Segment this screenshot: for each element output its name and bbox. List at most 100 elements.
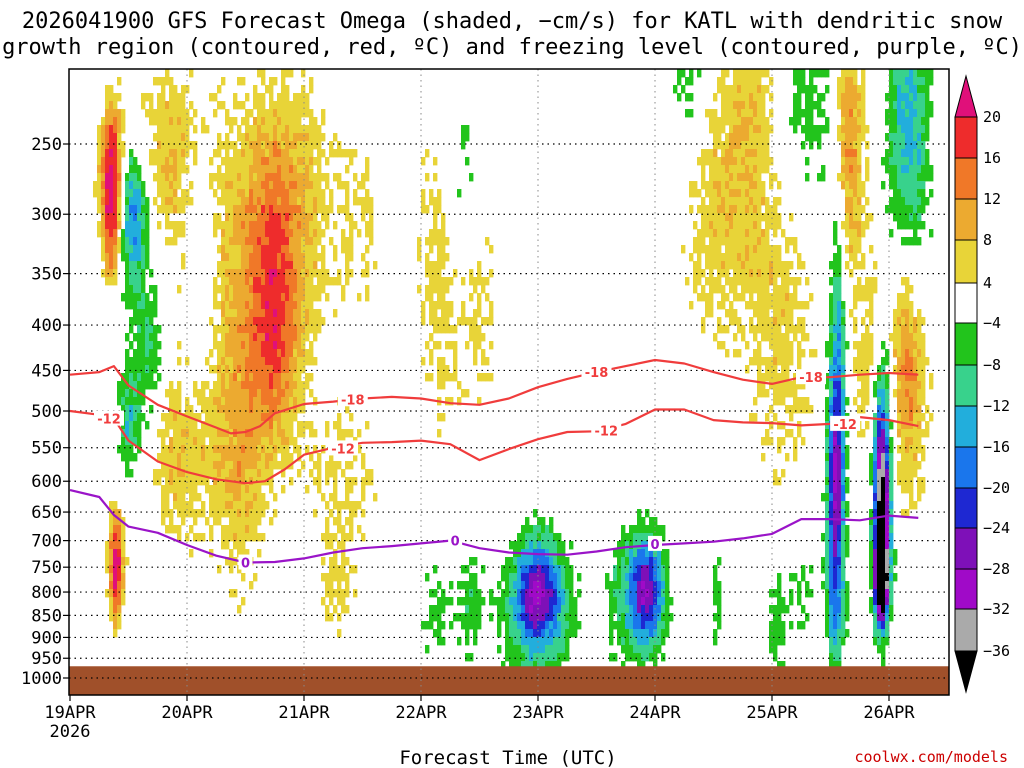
omega-cell xyxy=(853,157,858,166)
omega-cell xyxy=(645,621,650,630)
omega-cell xyxy=(885,637,890,646)
omega-cell xyxy=(525,581,530,590)
omega-cell xyxy=(341,181,346,190)
omega-cell xyxy=(285,461,290,470)
omega-cell xyxy=(845,589,850,598)
omega-cell xyxy=(285,325,290,334)
omega-cell xyxy=(193,509,198,518)
omega-cell xyxy=(213,389,218,398)
omega-cell xyxy=(217,413,222,422)
omega-cell xyxy=(241,165,246,174)
omega-cell xyxy=(781,605,786,614)
omega-cell xyxy=(129,245,134,254)
omega-cell xyxy=(301,301,306,310)
omega-cell xyxy=(201,501,206,510)
omega-cell xyxy=(253,253,258,262)
omega-cell xyxy=(649,525,654,534)
omega-cell xyxy=(289,389,294,398)
omega-cell xyxy=(221,261,226,270)
omega-cell xyxy=(721,285,726,294)
omega-cell xyxy=(233,533,238,542)
omega-cell xyxy=(881,453,886,462)
omega-cell xyxy=(229,437,234,446)
omega-cell xyxy=(321,261,326,270)
omega-cell xyxy=(237,445,242,454)
omega-cell xyxy=(109,605,114,614)
omega-cell xyxy=(225,381,230,390)
omega-cell xyxy=(905,357,910,366)
omega-cell xyxy=(865,397,870,406)
omega-cell xyxy=(489,317,494,326)
omega-cell xyxy=(265,325,270,334)
omega-cell xyxy=(305,221,310,230)
omega-cell xyxy=(345,477,350,486)
omega-cell xyxy=(189,181,194,190)
omega-cell xyxy=(285,109,290,118)
omega-cell xyxy=(745,149,750,158)
omega-cell xyxy=(637,605,642,614)
omega-cell xyxy=(129,157,134,166)
omega-cell xyxy=(301,69,306,78)
omega-cell xyxy=(149,357,154,366)
omega-cell xyxy=(641,565,646,574)
omega-cell xyxy=(105,133,110,142)
omega-cell xyxy=(649,645,654,654)
omega-cell xyxy=(537,645,542,654)
omega-cell xyxy=(869,517,874,526)
omega-cell xyxy=(241,413,246,422)
omega-cell xyxy=(465,653,470,662)
omega-cell xyxy=(841,397,846,406)
omega-cell xyxy=(749,293,754,302)
omega-cell xyxy=(825,397,830,406)
omega-cell xyxy=(217,197,222,206)
omega-cell xyxy=(265,413,270,422)
omega-cell xyxy=(781,421,786,430)
omega-cell xyxy=(305,357,310,366)
omega-cell xyxy=(629,613,634,622)
omega-cell xyxy=(445,325,450,334)
omega-cell xyxy=(633,645,638,654)
omega-cell xyxy=(273,461,278,470)
omega-cell xyxy=(241,541,246,550)
omega-cell xyxy=(293,317,298,326)
omega-cell xyxy=(857,405,862,414)
omega-cell xyxy=(913,429,918,438)
omega-cell xyxy=(197,509,202,518)
omega-cell xyxy=(789,573,794,582)
omega-cell xyxy=(233,285,238,294)
omega-cell xyxy=(321,533,326,542)
omega-cell xyxy=(613,653,618,662)
omega-cell xyxy=(321,109,326,118)
omega-cell xyxy=(361,485,366,494)
omega-cell xyxy=(273,365,278,374)
omega-cell xyxy=(629,653,634,662)
omega-cell xyxy=(177,453,182,462)
omega-cell xyxy=(253,445,258,454)
omega-cell xyxy=(297,445,302,454)
omega-cell xyxy=(221,237,226,246)
omega-cell xyxy=(845,597,850,606)
omega-cell xyxy=(305,141,310,150)
omega-cell xyxy=(897,109,902,118)
omega-cell xyxy=(437,637,442,646)
omega-cell xyxy=(173,421,178,430)
omega-cell xyxy=(777,253,782,262)
omega-cell xyxy=(757,317,762,326)
omega-cell xyxy=(613,621,618,630)
omega-cell xyxy=(249,461,254,470)
omega-cell xyxy=(793,293,798,302)
omega-cell xyxy=(289,269,294,278)
omega-cell xyxy=(905,397,910,406)
omega-cell xyxy=(721,301,726,310)
omega-cell xyxy=(277,109,282,118)
omega-cell xyxy=(825,349,830,358)
omega-cell xyxy=(781,277,786,286)
omega-cell xyxy=(241,301,246,310)
omega-cell xyxy=(901,477,906,486)
omega-cell xyxy=(225,157,230,166)
omega-cell xyxy=(233,493,238,502)
omega-cell xyxy=(285,181,290,190)
omega-cell xyxy=(893,549,898,558)
omega-cell xyxy=(265,357,270,366)
omega-cell xyxy=(865,221,870,230)
